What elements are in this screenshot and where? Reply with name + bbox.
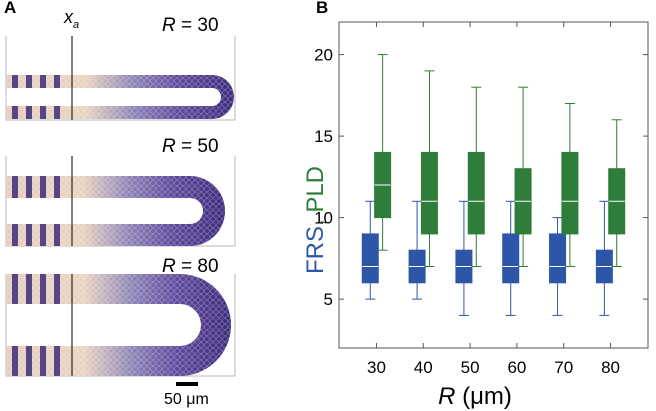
pld-box-40 xyxy=(420,151,438,235)
tissue-r80 xyxy=(6,274,231,376)
x-tick-label: 30 xyxy=(367,358,386,377)
r50-label: R = 50 xyxy=(162,136,219,157)
x-axis-label: R (μm) xyxy=(438,383,512,410)
y-axis-label-part: , xyxy=(302,213,329,226)
box-plot: 5 10 15 20 30 40 50 60 70 80 FRS, PLD R (μm) xyxy=(302,21,649,410)
x-tick-label: 60 xyxy=(507,358,526,377)
scalebar xyxy=(176,382,198,386)
y-tick-label: 10 xyxy=(314,209,333,228)
y-axis: 5 10 15 20 xyxy=(314,46,648,309)
r30-label: R = 30 xyxy=(162,15,219,36)
x-tick-label: 70 xyxy=(554,358,573,377)
tissue-r50 xyxy=(6,176,225,246)
x-axis: 30 40 50 60 70 80 xyxy=(367,22,620,377)
y-axis-label-part: PLD xyxy=(302,166,329,213)
x-tick-label: 50 xyxy=(461,358,480,377)
frs-box-70 xyxy=(549,233,567,284)
x-tick-label: 40 xyxy=(414,358,433,377)
plot-border xyxy=(338,21,649,349)
panel-a-label: A xyxy=(4,0,17,17)
x-tick-label: 80 xyxy=(601,358,620,377)
boxes xyxy=(361,54,626,316)
plot-area xyxy=(338,21,649,349)
r80-label: R = 80 xyxy=(162,256,219,277)
y-axis-label-part: FRS xyxy=(302,226,329,274)
dark-bands xyxy=(12,75,60,376)
tissue-r30 xyxy=(6,75,234,119)
pld-box-50 xyxy=(467,151,485,235)
panel-b-label: B xyxy=(316,0,329,17)
simulation-snapshots: xa R = 30 R = 50 R = 80 50 μm xyxy=(5,7,236,408)
xa-label: xa xyxy=(63,7,79,31)
scalebar-label: 50 μm xyxy=(164,391,209,408)
pld-box-70 xyxy=(561,151,579,235)
y-axis-label: FRS, PLD xyxy=(302,166,329,274)
frs-box-60 xyxy=(502,233,520,284)
y-tick-label: 15 xyxy=(314,127,333,146)
y-tick-label: 5 xyxy=(324,290,333,309)
y-tick-label: 20 xyxy=(314,46,333,65)
frs-box-30 xyxy=(361,233,379,284)
